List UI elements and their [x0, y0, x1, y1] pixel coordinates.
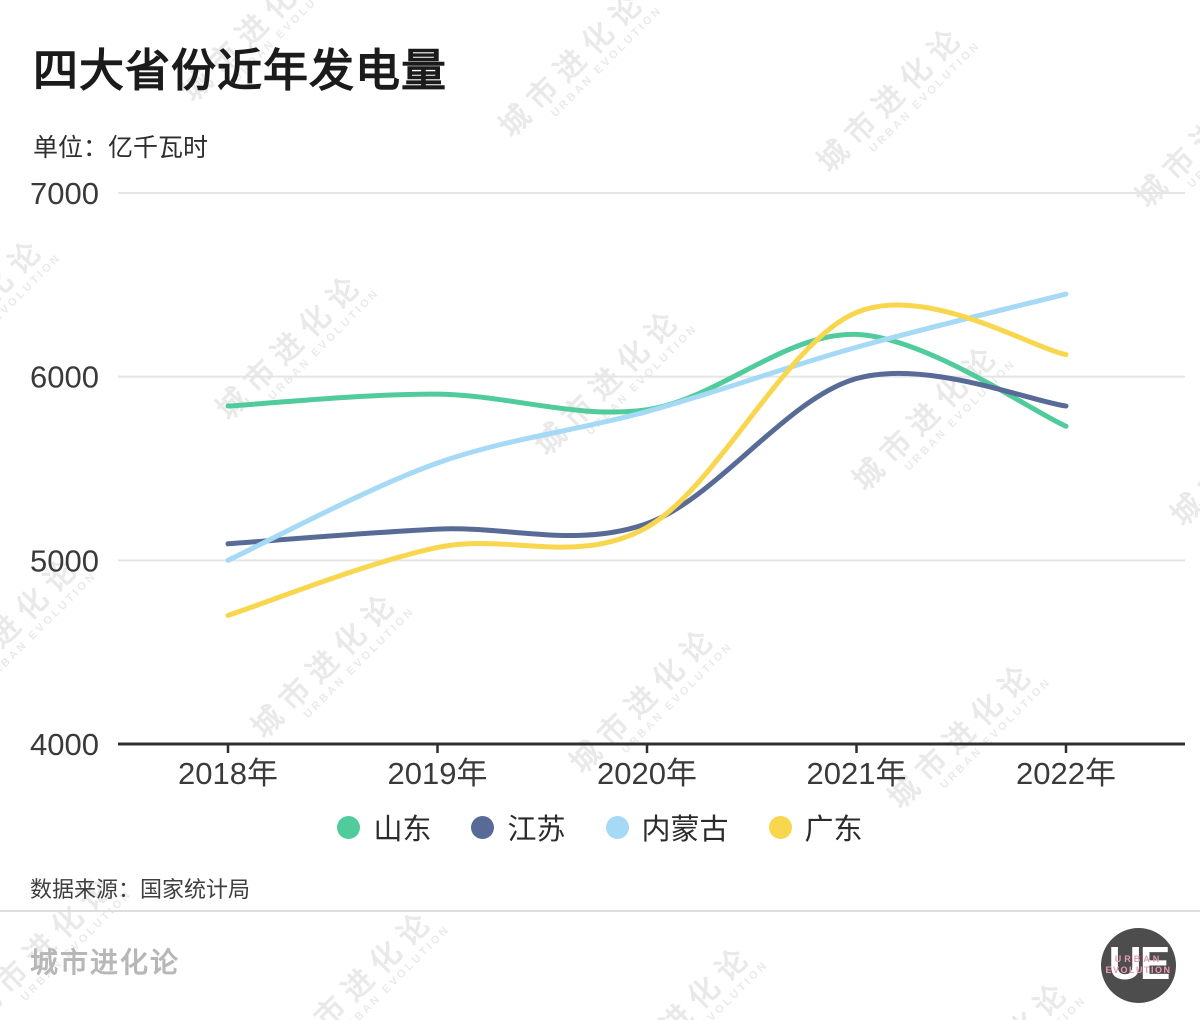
unit-label: 单位：亿千瓦时	[33, 134, 209, 162]
legend-label-0: 山东	[373, 814, 432, 846]
legend-label-1: 江苏	[507, 814, 566, 846]
legend-swatch-icon	[337, 815, 361, 839]
y-tick-label-6000: 6000	[30, 360, 99, 395]
logo-caption-line1: URBAN	[1114, 954, 1163, 964]
y-tick-label-5000: 5000	[30, 543, 99, 578]
data-source: 数据来源：国家统计局	[30, 877, 251, 902]
chart-legend: 山东 江苏 内蒙古 广东	[0, 806, 1200, 848]
legend-item-0: 山东	[337, 806, 431, 848]
brand-name: 城市进化论	[30, 947, 181, 978]
legend-item-1: 江苏	[471, 806, 566, 848]
logo-caption: URBAN EVOLUTION	[1101, 954, 1176, 976]
x-tick-label-2020: 2020年	[597, 756, 697, 791]
legend-swatch-icon	[768, 815, 792, 839]
y-tick-label-4000: 4000	[30, 727, 99, 762]
x-tick-label-2018: 2018年	[178, 756, 278, 791]
legend-swatch-icon	[605, 815, 629, 839]
legend-label-2: 内蒙古	[641, 814, 729, 846]
y-tick-label-7000: 7000	[30, 176, 99, 211]
x-tick-label-2022: 2022年	[1016, 756, 1116, 791]
logo-caption-line2: EVOLUTION	[1105, 965, 1172, 975]
chart-title: 四大省份近年发电量	[33, 45, 448, 96]
series-line-1	[225, 370, 1069, 547]
legend-item-3: 广东	[768, 806, 863, 848]
series-line-3	[225, 302, 1069, 618]
legend-swatch-icon	[471, 815, 495, 839]
footer-divider	[0, 910, 1200, 912]
legend-item-2: 内蒙古	[605, 806, 729, 848]
x-tick-label-2019: 2019年	[388, 756, 488, 791]
logo-monogram-text: UE	[1108, 937, 1171, 989]
brand-logo: UE URBAN EVOLUTION	[1101, 928, 1176, 1003]
legend-label-3: 广东	[804, 814, 863, 846]
series-line-2	[225, 291, 1069, 563]
x-tick-label-2021: 2021年	[807, 756, 907, 791]
